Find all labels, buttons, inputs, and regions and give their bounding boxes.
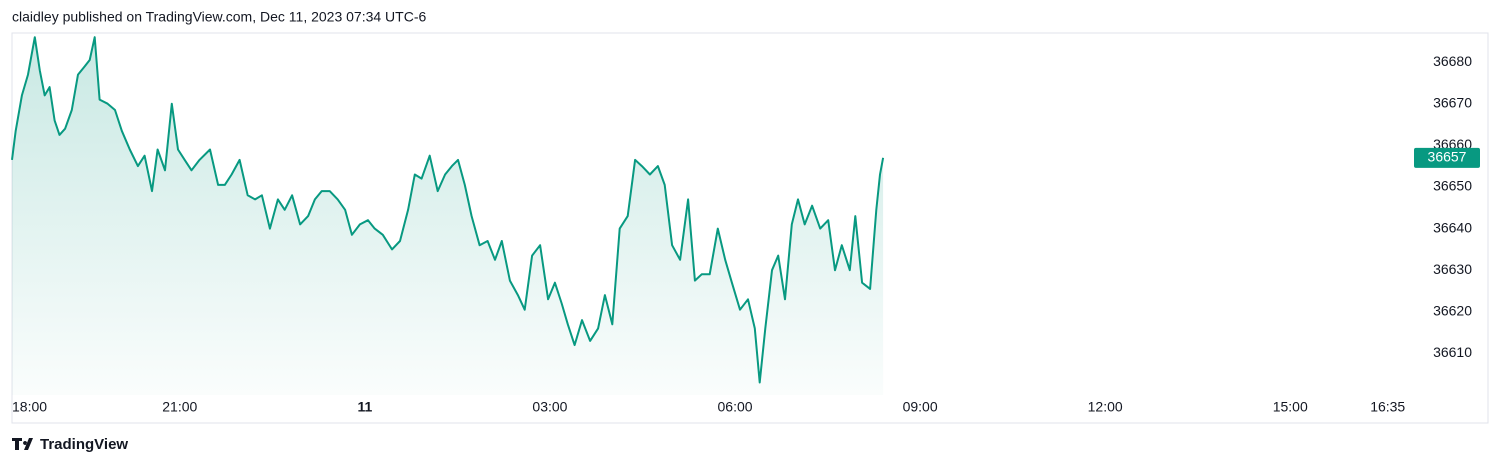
header: claidley published on TradingView.com, D… [12, 9, 426, 25]
last-price-badge [1414, 147, 1480, 168]
y-tick-label: 36610 [1433, 344, 1472, 360]
x-tick-label: 12:00 [1088, 399, 1123, 415]
price-line [11, 36, 885, 384]
y-tick-label: 36670 [1433, 94, 1472, 110]
y-tick-label: 36620 [1433, 302, 1472, 318]
y-tick-label: 36680 [1433, 53, 1472, 69]
x-tick-label: 03:00 [532, 399, 567, 415]
x-tick-label: 09:00 [903, 399, 938, 415]
x-tick-label: 06:00 [718, 399, 753, 415]
y-tick-label: 36650 [1433, 178, 1472, 194]
x-tick-label: 16:35 [1370, 399, 1405, 415]
y-tick-label: 36640 [1433, 219, 1472, 235]
x-tick-label: 15:00 [1273, 399, 1308, 415]
x-tick-label: 18:00 [12, 399, 47, 415]
y-tick-label: 36630 [1433, 261, 1472, 277]
footer: TradingView [40, 436, 128, 453]
footer-logo [12, 438, 33, 450]
x-tick-label: 11 [357, 399, 372, 415]
last-price-label: 36657 [1428, 149, 1467, 165]
x-tick-label: 21:00 [162, 399, 197, 415]
area-fill [12, 37, 884, 395]
